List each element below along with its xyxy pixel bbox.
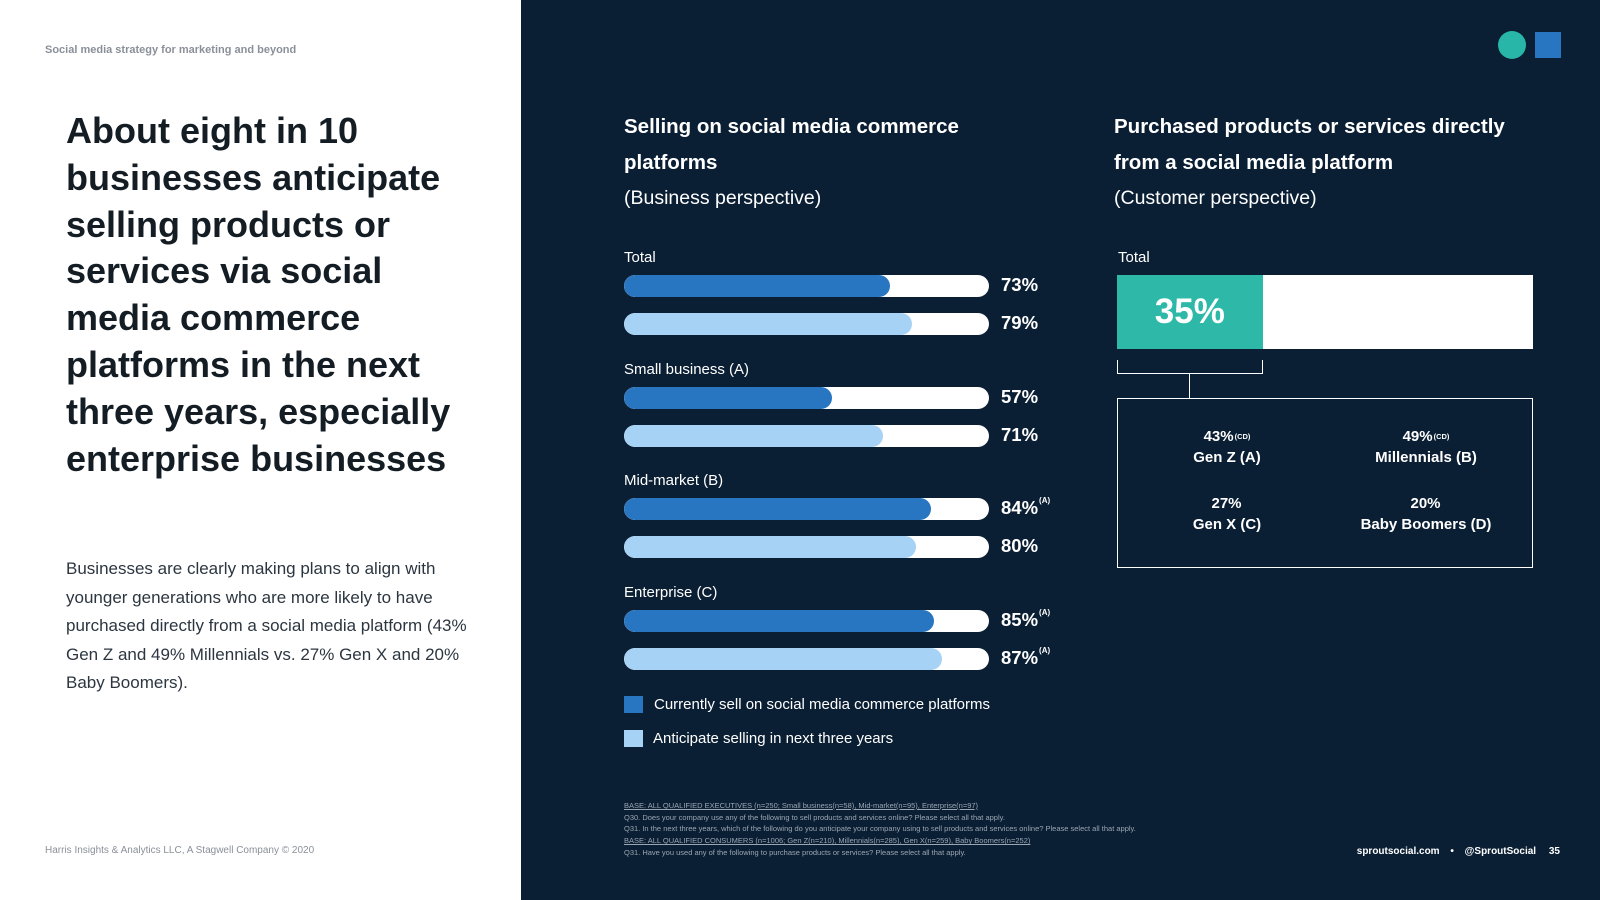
breakdown-label: Millennials (B) — [1375, 449, 1477, 466]
customer-chart-subtitle: (Customer perspective) — [1114, 187, 1317, 209]
breakdown-connector — [1189, 374, 1190, 398]
body-paragraph: Businesses are clearly making plans to a… — [66, 559, 467, 692]
bar-track — [624, 610, 989, 632]
breakdown-value: 43%(CD) — [1203, 428, 1251, 445]
breakdown-millennials: 49%(CD) Millennials (B) — [1326, 427, 1526, 469]
page-number: 35 — [1548, 846, 1560, 857]
methodology-notes: BASE: ALL QUALIFIED EXECUTIVES (n=250; S… — [624, 800, 1136, 859]
breakdown-value: 20% — [1410, 495, 1441, 512]
bar-anticipate — [624, 536, 916, 558]
bar-value-label: 87%(A) — [1001, 646, 1051, 668]
breakdown-gen-z: 43%(CD) Gen Z (A) — [1127, 427, 1327, 469]
bar-anticipate — [624, 648, 942, 670]
bar-current — [624, 498, 931, 520]
bar-track — [624, 536, 989, 558]
bar-value-label: 85%(A) — [1001, 608, 1051, 630]
report-kicker: Social media strategy for marketing and … — [45, 44, 297, 56]
group-label: Total — [624, 249, 656, 266]
bar-track — [624, 425, 989, 447]
generation-breakdown-box: 43%(CD) Gen Z (A) 49%(CD) Millennials (B… — [1117, 398, 1533, 568]
bar-anticipate — [624, 313, 913, 335]
right-panel — [521, 0, 1600, 900]
group-label: Mid-market (B) — [624, 472, 724, 489]
copyright-footer: Harris Insights & Analytics LLC, A Stagw… — [45, 845, 315, 856]
footer-site-link[interactable]: sproutsocial.com — [1356, 846, 1440, 857]
breakdown-value: 27% — [1211, 495, 1242, 512]
legend-swatch-anticipate — [624, 730, 643, 747]
business-chart-title: Selling on social media commerce platfor… — [624, 115, 959, 174]
customer-total-label: Total — [1118, 249, 1150, 266]
bar-value-label: 71% — [1001, 424, 1039, 445]
bar-current — [624, 387, 833, 409]
footer-separator: • — [1450, 846, 1454, 857]
breakdown-baby-boomers: 20% Baby Boomers (D) — [1326, 494, 1526, 536]
bar-anticipate — [624, 425, 884, 447]
legend-label-anticipate: Anticipate selling in next three years — [653, 730, 894, 747]
bar-value-label: 84%(A) — [1001, 496, 1051, 518]
breakdown-gen-x: 27% Gen X (C) — [1127, 494, 1327, 536]
customer-total-bar: 35% — [1117, 275, 1533, 349]
customer-total-bar-fill: 35% — [1117, 275, 1263, 349]
note-line: Q30. Does your company use any of the fo… — [624, 812, 1005, 822]
footer-right: sproutsocial.com • @SproutSocial 35 — [1357, 846, 1560, 857]
breakdown-label: Baby Boomers (D) — [1360, 516, 1492, 533]
page-headline: About eight in 10 businesses anticipate … — [66, 110, 451, 479]
group-label: Enterprise (C) — [624, 584, 718, 601]
bar-value-label: 80% — [1001, 535, 1039, 556]
group-label: Small business (A) — [624, 361, 750, 378]
customer-total-value: 35% — [1154, 292, 1225, 331]
note-line: BASE: ALL QUALIFIED CONSUMERS (n=1006; G… — [624, 836, 1031, 846]
footer-handle-link[interactable]: @SproutSocial — [1464, 846, 1537, 857]
breakdown-label: Gen Z (A) — [1193, 449, 1261, 466]
breakdown-label: Gen X (C) — [1192, 516, 1262, 533]
bar-value-label: 79% — [1001, 312, 1039, 333]
bar-track — [624, 648, 989, 670]
note-line: Q31. In the next three years, which of t… — [624, 824, 1136, 834]
bar-current — [624, 275, 891, 297]
customer-chart-title: Purchased products or services directly … — [1114, 115, 1505, 174]
decorative-circle-icon — [1498, 31, 1526, 59]
bar-track — [624, 498, 989, 520]
bar-track — [624, 313, 989, 335]
bar-track — [624, 387, 989, 409]
breakdown-value: 49%(CD) — [1402, 428, 1450, 445]
note-line: BASE: ALL QUALIFIED EXECUTIVES (n=250; S… — [624, 801, 979, 810]
business-chart-subtitle: (Business perspective) — [624, 187, 822, 209]
bar-value-label: 57% — [1001, 386, 1039, 407]
note-line: Q31. Have you used any of the following … — [624, 847, 966, 857]
legend-swatch-current — [624, 696, 643, 713]
bar-current — [624, 610, 935, 632]
breakdown-bracket — [1117, 360, 1263, 374]
bar-value-label: 73% — [1001, 274, 1039, 295]
decorative-square-icon — [1535, 32, 1561, 58]
left-panel: Social media strategy for marketing and … — [0, 0, 521, 900]
bar-track — [624, 275, 989, 297]
legend-label-current: Currently sell on social media commerce … — [654, 696, 990, 713]
